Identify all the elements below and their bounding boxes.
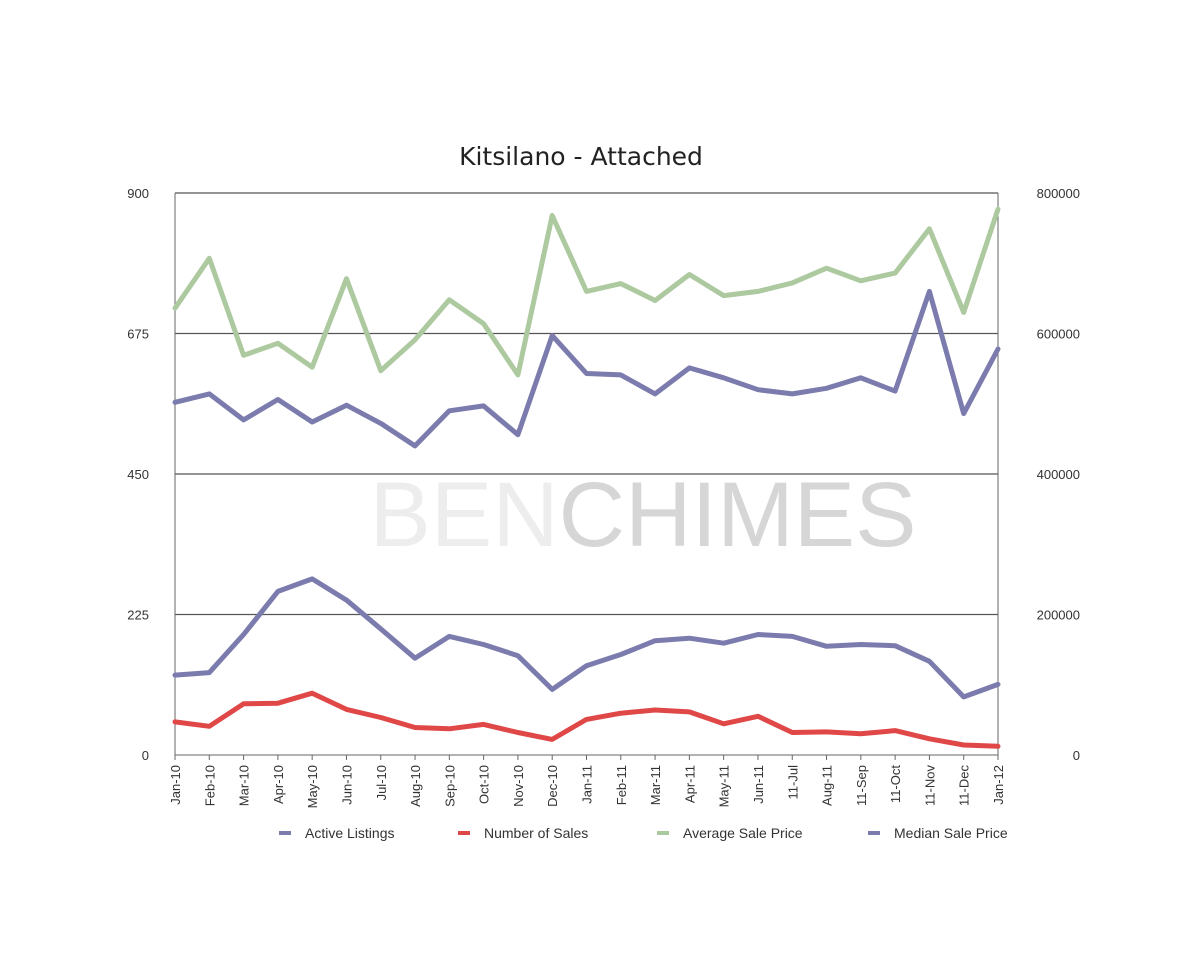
x-tick-label: Apr-11: [682, 765, 697, 803]
svg-text:BENCHIMES: BENCHIMES: [370, 464, 917, 566]
series-line-median-sale-price: [172, 288, 1001, 449]
left-tick-label: 225: [127, 608, 149, 623]
gridlines: [175, 192, 998, 616]
x-tick-label: Feb-10: [202, 765, 217, 806]
x-tick-label: 11-Sep: [854, 765, 869, 806]
left-tick-label: 900: [127, 186, 149, 201]
legend-label: Median Sale Price: [894, 825, 1008, 841]
watermark: BENCHIMES: [370, 464, 917, 566]
series-lines: [172, 206, 1001, 749]
x-tick-label: Jan-10: [168, 765, 183, 805]
x-tick-label: Aug-11: [820, 765, 835, 806]
chart-title: Kitsilano - Attached: [459, 142, 703, 171]
x-tick-label: Oct-10: [477, 765, 492, 804]
right-tick-label: 800000: [1037, 186, 1080, 201]
x-tick-label: Mar-11: [648, 765, 663, 805]
legend-label: Active Listings: [305, 825, 394, 841]
left-axis-ticks: 0 225 450 675 900: [127, 186, 149, 763]
x-tick-label: Jul-10: [374, 765, 389, 800]
x-tick-label: 11-Oct: [888, 765, 903, 803]
x-tick-label: Mar-10: [237, 765, 252, 806]
right-tick-label: 0: [1073, 748, 1080, 763]
axes: [174, 193, 999, 760]
left-tick-label: 0: [142, 748, 149, 763]
right-tick-label: 600000: [1037, 327, 1080, 342]
left-tick-label: 450: [127, 467, 149, 482]
x-tick-label: 11-Jul: [785, 765, 800, 800]
x-tick-label: Nov-10: [511, 765, 526, 807]
legend-label: Average Sale Price: [683, 825, 803, 841]
right-tick-label: 200000: [1037, 608, 1080, 623]
x-tick-label: Aug-10: [408, 765, 423, 807]
watermark-ben: BEN: [370, 464, 559, 566]
series-line-active-listings: [172, 576, 1001, 700]
right-axis-ticks: 0 200000 400000 600000 800000: [1037, 186, 1080, 763]
legend: Active Listings Number of Sales Average Sa…: [279, 825, 1008, 841]
x-tick-label: Jun-10: [339, 765, 354, 805]
x-tick-label: Sep-10: [442, 765, 457, 807]
x-tick-label: May-11: [717, 765, 732, 807]
legend-label: Number of Sales: [484, 825, 588, 841]
x-tick-label: 11-Dec: [957, 765, 972, 806]
x-tick-label: Jan-12: [991, 765, 1006, 805]
watermark-chimes: CHIMES: [559, 464, 917, 566]
x-tick-label: Dec-10: [545, 765, 560, 807]
series-line-number-of-sales: [172, 690, 1001, 749]
left-tick-label: 675: [127, 327, 149, 342]
x-tick-label: Jun-11: [751, 765, 766, 804]
series-line-average-sale-price: [172, 206, 1001, 378]
x-tick-label: 11-Nov: [922, 765, 937, 806]
x-tick-label: Feb-11: [614, 765, 629, 805]
right-tick-label: 400000: [1037, 467, 1080, 482]
x-tick-label: May-10: [305, 765, 320, 808]
x-axis-ticks: Jan-10 Feb-10 Mar-10 Apr-10 May-10 Jun-10 Jul-…: [168, 765, 1006, 809]
x-tick-label: Apr-10: [271, 765, 286, 804]
x-tick-label: Jan-11: [580, 765, 595, 804]
